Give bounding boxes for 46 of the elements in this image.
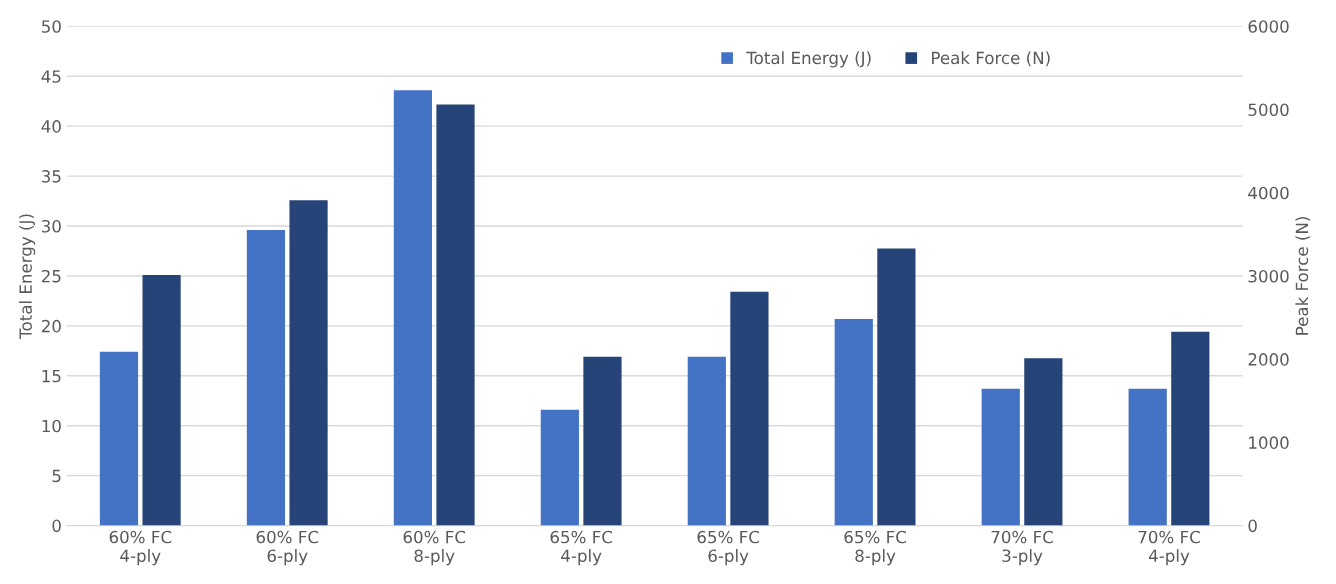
x-tick-label: 65% FC 6-ply <box>697 530 759 566</box>
y2-tick-label: 2000 <box>1248 353 1289 366</box>
x-tick-label: 60% FC 4-ply <box>109 530 172 566</box>
y2-tick-label: 5000 <box>1248 103 1289 117</box>
bar <box>393 90 432 526</box>
y-tick-label: 45 <box>41 70 61 83</box>
bar <box>1024 358 1063 526</box>
y2-tick-label: 3000 <box>1248 269 1289 283</box>
y-tick-label: 20 <box>41 319 61 333</box>
bar <box>99 351 139 526</box>
y2-tick-label: 4000 <box>1248 186 1289 200</box>
x-tick-label: 65% FC 4-ply <box>550 530 613 566</box>
bar <box>289 200 328 526</box>
y2-tick-label: 0 <box>1248 519 1257 533</box>
y2-axis-title: Peak Force (N) <box>1295 217 1311 335</box>
bar <box>583 356 622 526</box>
y2-tick-label: 1000 <box>1249 436 1289 449</box>
y-tick-label: 40 <box>41 120 61 133</box>
bar <box>436 104 475 526</box>
y-tick-label: 50 <box>42 20 61 33</box>
x-tick-label: 60% FC 8-ply <box>403 530 466 566</box>
y-tick-label: 30 <box>42 219 61 233</box>
y-axis-title: Total Energy (J) <box>19 214 36 339</box>
x-tick-label: 70% FC 4-ply <box>1138 530 1200 566</box>
legend-label: Peak Force (N) <box>932 51 1050 67</box>
y-tick-label: 25 <box>41 269 61 283</box>
bar <box>1128 388 1167 526</box>
bar <box>142 275 181 526</box>
y-tick-label: 35 <box>42 170 61 183</box>
x-tick-label: 65% FC 8-ply <box>844 530 906 566</box>
bar <box>877 248 916 526</box>
bar <box>730 291 769 526</box>
y-tick-label: 10 <box>42 419 61 433</box>
legend-label: Total Energy (J) <box>746 51 871 68</box>
bar <box>981 388 1020 526</box>
y2-tick-label: 6000 <box>1248 20 1289 33</box>
y-tick-label: 0 <box>52 519 61 533</box>
x-tick-label: 70% FC 3-ply <box>991 530 1053 566</box>
bar <box>540 409 579 526</box>
bar <box>687 356 726 526</box>
y-tick-label: 5 <box>52 469 61 483</box>
bar <box>834 318 873 526</box>
x-tick-label: 60% FC 6-ply <box>256 530 319 566</box>
bar <box>1171 331 1210 526</box>
y-tick-label: 15 <box>42 369 61 383</box>
bar <box>246 230 286 526</box>
